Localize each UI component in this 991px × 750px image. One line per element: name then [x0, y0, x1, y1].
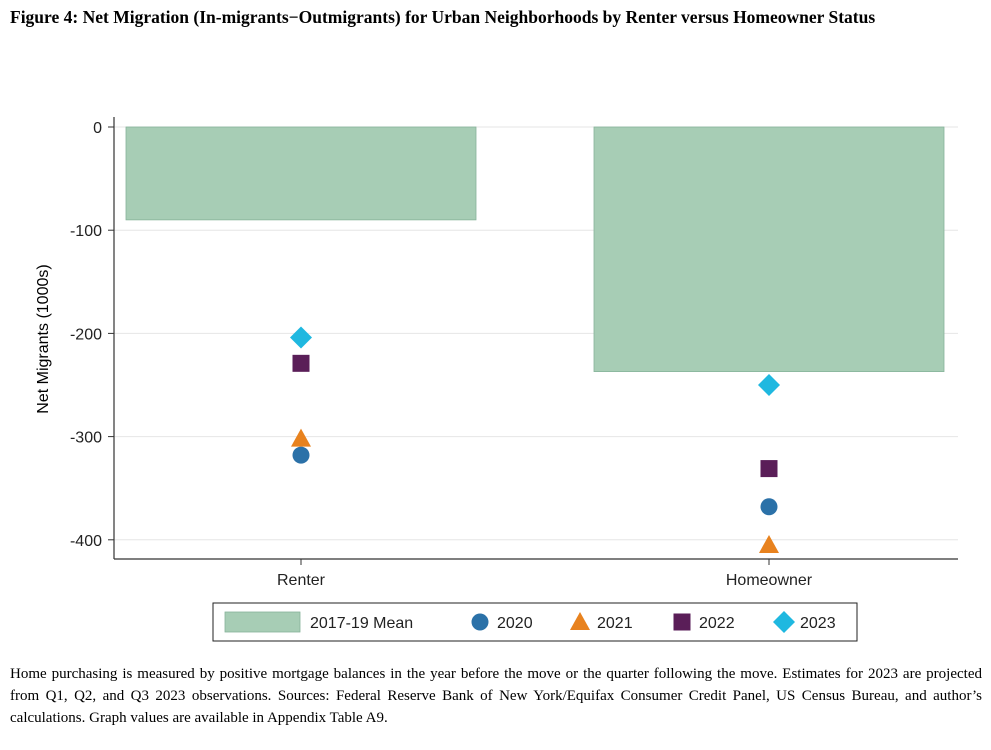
bar-renter — [125, 126, 477, 221]
y-tick-label: -100 — [70, 223, 102, 240]
y-axis-label: Net Migrants (1000s) — [35, 264, 52, 413]
point-2021-renter — [291, 428, 311, 447]
legend-label: 2023 — [800, 615, 836, 632]
point-2022-renter — [292, 354, 310, 372]
chart: 0 -100 -200 -300 -400 Renter Homeowner Net Mig… — [35, 117, 958, 642]
legend-marker-2021 — [570, 612, 590, 630]
legend-label: 2022 — [699, 615, 735, 632]
point-2023-renter — [290, 326, 312, 349]
legend-label: 2017-19 Mean — [310, 615, 413, 632]
figure-footnote: Home purchasing is measured by positive … — [10, 666, 982, 726]
figure-title: Figure 4: Net Migration (In-migrants−Out… — [10, 7, 876, 27]
point-2023-homeowner — [758, 374, 780, 396]
bars — [125, 126, 945, 372]
points — [290, 326, 780, 553]
legend-label: 2021 — [597, 615, 633, 632]
x-tick-label-homeowner: Homeowner — [726, 572, 813, 589]
legend: 2017-19 Mean 2020 2021 2022 2023 — [212, 602, 858, 642]
axes: 0 -100 -200 -300 -400 Renter Homeowner — [70, 117, 958, 589]
legend-marker-2022 — [673, 613, 691, 631]
point-2021-homeowner — [759, 534, 779, 553]
y-tick-label: 0 — [93, 120, 102, 137]
y-tick-label: -200 — [70, 326, 102, 343]
point-2020-homeowner — [760, 498, 778, 516]
legend-box — [212, 602, 858, 642]
y-tick-label: -300 — [70, 430, 102, 447]
point-2022-homeowner — [760, 460, 778, 478]
point-2020-renter — [292, 446, 310, 464]
bar-homeowner — [593, 126, 945, 372]
legend-marker-2020 — [471, 613, 489, 631]
y-tick-label: -400 — [70, 533, 102, 550]
x-tick-label-renter: Renter — [277, 572, 326, 589]
legend-swatch-bar — [224, 611, 301, 633]
legend-label: 2020 — [497, 615, 533, 632]
legend-marker-2023 — [773, 611, 795, 633]
